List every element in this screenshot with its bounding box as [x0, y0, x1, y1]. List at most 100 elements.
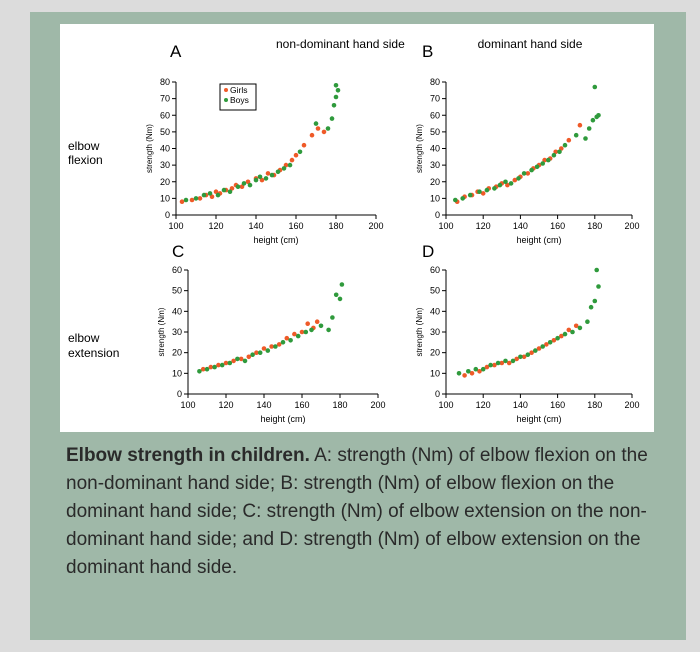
point-a-boys-18: [313, 121, 319, 126]
point-a-girls-8: [229, 186, 235, 191]
point-c-boys-16: [318, 323, 324, 329]
point-d-boys-11: [540, 344, 545, 349]
point-b-girls-9: [512, 177, 518, 183]
y-tick-label-a-4: 40: [160, 144, 170, 154]
y-tick-label-c-4: 40: [172, 306, 182, 316]
point-a-girls-14: [265, 171, 271, 176]
point-d-boys-6: [503, 358, 508, 364]
y-tick-label-b-7: 70: [430, 94, 440, 104]
point-b-boys-19: [583, 136, 588, 141]
legend-marker-girls: [224, 88, 228, 92]
point-a-girls-22: [315, 126, 321, 131]
legend-label-boys: Boys: [230, 95, 249, 105]
point-a-girls-11: [245, 179, 251, 185]
x-tick-label-a-2: 140: [248, 221, 263, 231]
point-d-boys-20: [596, 284, 601, 289]
caption-lead: Elbow strength in children.: [66, 445, 310, 466]
point-a-girls-1: [189, 197, 195, 203]
point-b-boys-23: [596, 113, 601, 118]
point-c-boys-4: [227, 360, 233, 366]
point-a-girls-0: [179, 199, 185, 204]
point-d-boys-3: [480, 366, 486, 372]
x-tick-label-a-1: 120: [208, 221, 223, 231]
point-a-girls-4: [209, 194, 215, 199]
point-a-girls-21: [309, 132, 315, 138]
y-tick-label-d-3: 30: [430, 327, 440, 337]
point-b-boys-20: [586, 126, 592, 131]
point-a-boys-24: [333, 83, 339, 88]
x-tick-label-d-3: 160: [550, 400, 565, 410]
point-a-boys-21: [331, 103, 337, 108]
y-tick-label-d-1: 10: [430, 368, 440, 378]
point-c-boys-21: [339, 282, 345, 287]
point-c-girls-5: [238, 356, 244, 362]
x-tick-label-d-1: 120: [476, 400, 491, 410]
point-d-boys-15: [570, 329, 575, 335]
point-b-boys-17: [562, 142, 568, 148]
point-d-boys-17: [585, 319, 590, 325]
point-d-girls-15: [573, 323, 579, 329]
point-c-girls-16: [314, 319, 320, 325]
x-tick-label-a-5: 200: [368, 221, 383, 231]
panel-c: C 0 10 20 30 40 50 60 100 120 140 160 180 200 height (…: [157, 242, 386, 424]
point-c-girls-9: [269, 344, 274, 349]
point-d-boys-19: [592, 298, 598, 304]
point-c-boys-8: [257, 350, 263, 356]
panel-b: B 0 10 20 30 40 50 60 70 80 100 120 140 160 180 200 heig…: [415, 42, 640, 245]
x-tick-label-c-2: 140: [256, 400, 271, 410]
point-b-girls-16: [553, 149, 558, 155]
point-a-boys-1: [193, 196, 199, 201]
point-c-boys-17: [326, 327, 331, 333]
x-tick-label-c-1: 120: [218, 400, 233, 410]
y-tick-label-d-0: 0: [435, 389, 440, 399]
point-d-boys-9: [525, 352, 531, 358]
point-c-boys-3: [219, 362, 225, 368]
point-b-boys-0: [453, 197, 458, 203]
point-c-girls-4: [231, 358, 236, 364]
point-c-boys-19: [333, 292, 339, 298]
x-axis-label-d: height (cm): [516, 414, 561, 424]
point-a-boys-2: [201, 192, 207, 198]
point-a-boys-8: [241, 181, 247, 186]
figure-panel: non-dominant hand side dominant hand sid…: [60, 24, 654, 432]
point-d-boys-8: [518, 354, 523, 360]
point-d-boys-5: [495, 360, 501, 366]
point-a-girls-17: [283, 162, 289, 168]
y-tick-label-b-1: 10: [430, 193, 440, 203]
point-a-girls-20: [301, 142, 307, 148]
point-d-girls-9: [529, 350, 534, 356]
point-b-boys-14: [546, 157, 551, 163]
x-tick-label-b-2: 140: [513, 221, 528, 231]
row-label-flexion-2: flexion: [68, 153, 103, 167]
point-c-girls-14: [305, 321, 310, 327]
y-tick-label-b-4: 40: [430, 144, 440, 154]
point-c-boys-13: [295, 333, 301, 339]
point-a-boys-9: [247, 182, 253, 188]
point-b-boys-16: [557, 149, 562, 155]
panel-a: A 0 10 20 30 40 50 60 70 80 100 120 140 160 180 200 heig…: [145, 42, 384, 245]
point-b-boys-21: [590, 117, 596, 123]
x-tick-label-a-3: 160: [288, 221, 303, 231]
y-tick-label-c-0: 0: [177, 389, 182, 399]
point-b-boys-18: [573, 132, 579, 138]
x-tick-label-c-5: 200: [370, 400, 385, 410]
x-tick-label-b-0: 100: [438, 221, 453, 231]
point-b-boys-24: [592, 84, 598, 90]
point-a-boys-20: [329, 116, 335, 121]
point-d-boys-2: [473, 366, 479, 372]
point-d-girls-10: [536, 346, 542, 351]
point-c-boys-20: [337, 296, 343, 302]
point-a-boys-17: [297, 149, 303, 155]
point-c-boys-2: [212, 364, 217, 370]
point-d-girls-3: [484, 364, 490, 370]
point-d-girls-5: [499, 360, 505, 366]
point-d-boys-16: [577, 325, 583, 331]
point-c-girls-11: [284, 335, 290, 341]
point-a-girls-10: [239, 184, 245, 189]
point-a-girls-19: [293, 152, 299, 158]
point-c-boys-0: [197, 369, 202, 374]
point-d-girls-12: [551, 338, 557, 343]
point-b-boys-15: [551, 152, 557, 158]
x-tick-label-c-3: 160: [294, 400, 309, 410]
